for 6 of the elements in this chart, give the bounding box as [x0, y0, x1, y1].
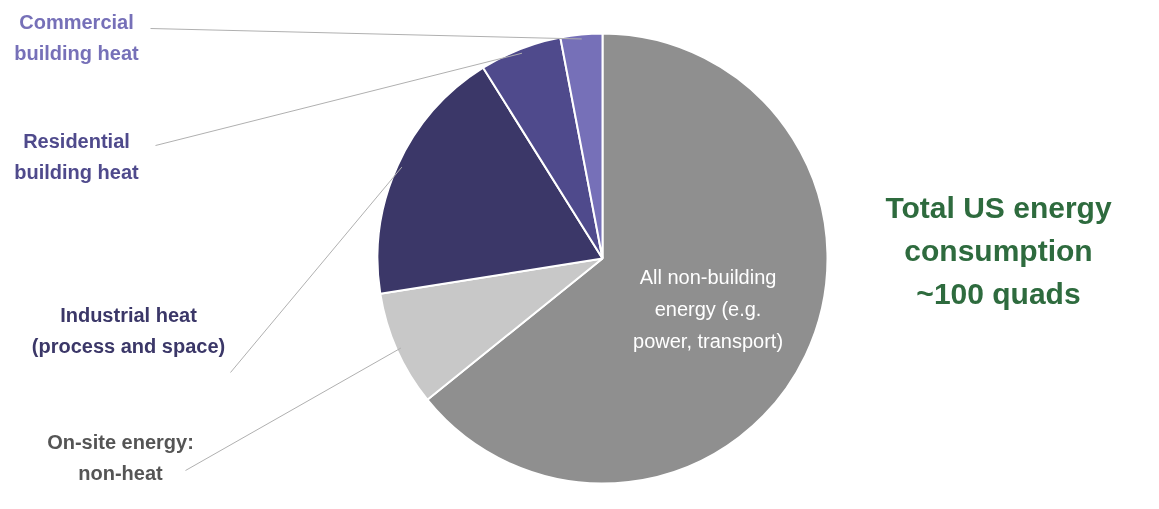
slice-label: Residential building heat: [14, 129, 140, 184]
slice-label: Industrial heat (process and space): [31, 303, 226, 358]
slice-label: Commercial building heat: [14, 10, 140, 65]
slice-label: On-site energy: non-heat: [47, 430, 194, 485]
text: Total US energy consumption ~100 quads: [885, 191, 1112, 310]
slice-label: All non-building energy (e.g. power, transport): [633, 266, 784, 352]
